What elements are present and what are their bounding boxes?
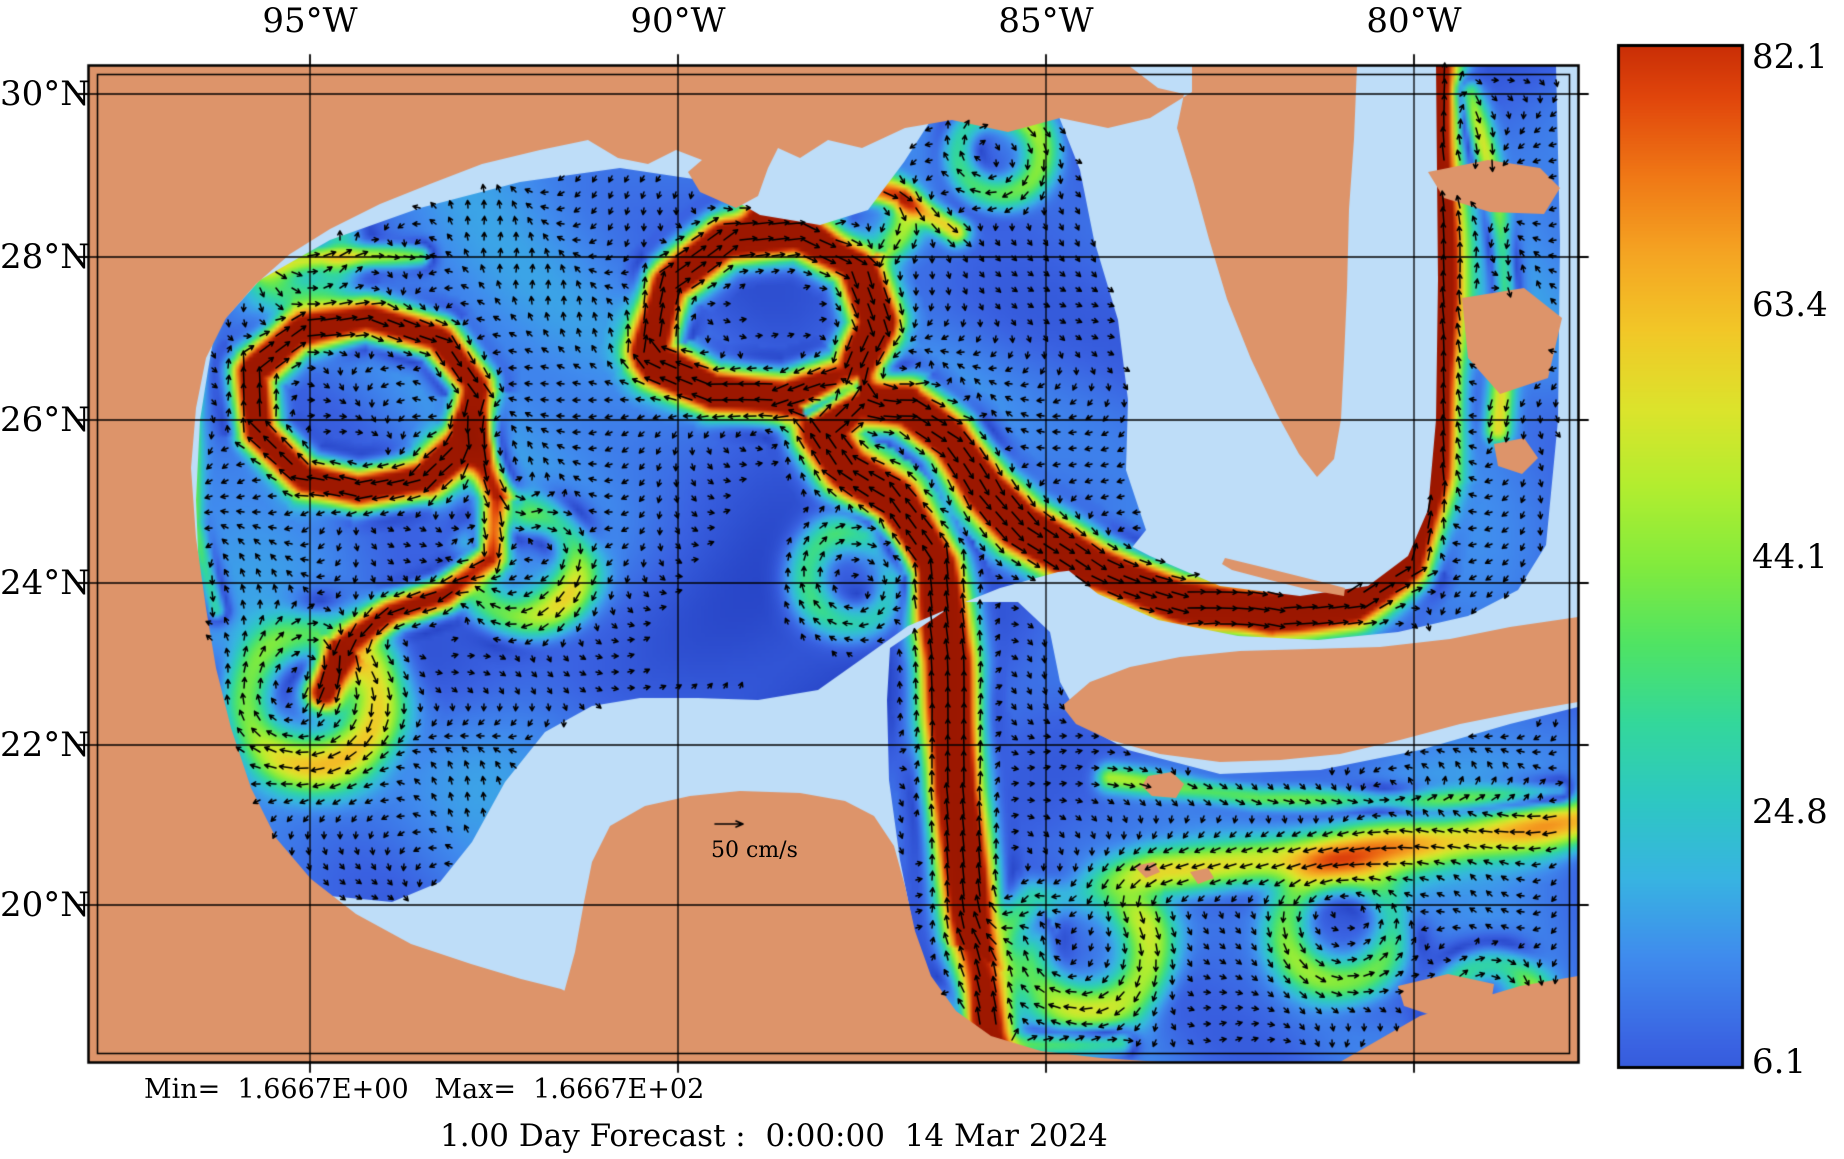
x-tick-label: 85°W bbox=[998, 1, 1094, 41]
reference-vector-label: 50 cm/s bbox=[711, 838, 798, 863]
y-tick-label: 24°N bbox=[0, 563, 91, 603]
y-tick-label: 30°N bbox=[0, 74, 91, 114]
field-min-max-text: Min= 1.6667E+00 Max= 1.6667E+02 bbox=[144, 1074, 705, 1105]
x-tick-label: 90°W bbox=[630, 1, 726, 41]
colorbar-tick-label: 44.1 bbox=[1752, 537, 1828, 577]
forecast-caption: 1.00 Day Forecast : 0:00:00 14 Mar 2024 bbox=[440, 1118, 1108, 1154]
x-tick-label: 95°W bbox=[262, 1, 358, 41]
y-tick-label: 22°N bbox=[0, 725, 91, 765]
x-tick-label: 80°W bbox=[1366, 1, 1462, 41]
colorbar-tick-label: 6.1 bbox=[1752, 1042, 1807, 1082]
colorbar-tick-label: 63.4 bbox=[1752, 285, 1828, 325]
y-tick-label: 28°N bbox=[0, 237, 91, 277]
colorbar-tick-label: 82.1 bbox=[1752, 37, 1828, 77]
y-tick-label: 26°N bbox=[0, 400, 91, 440]
colorbar-tick-label: 24.8 bbox=[1752, 792, 1828, 832]
y-tick-label: 20°N bbox=[0, 885, 91, 925]
